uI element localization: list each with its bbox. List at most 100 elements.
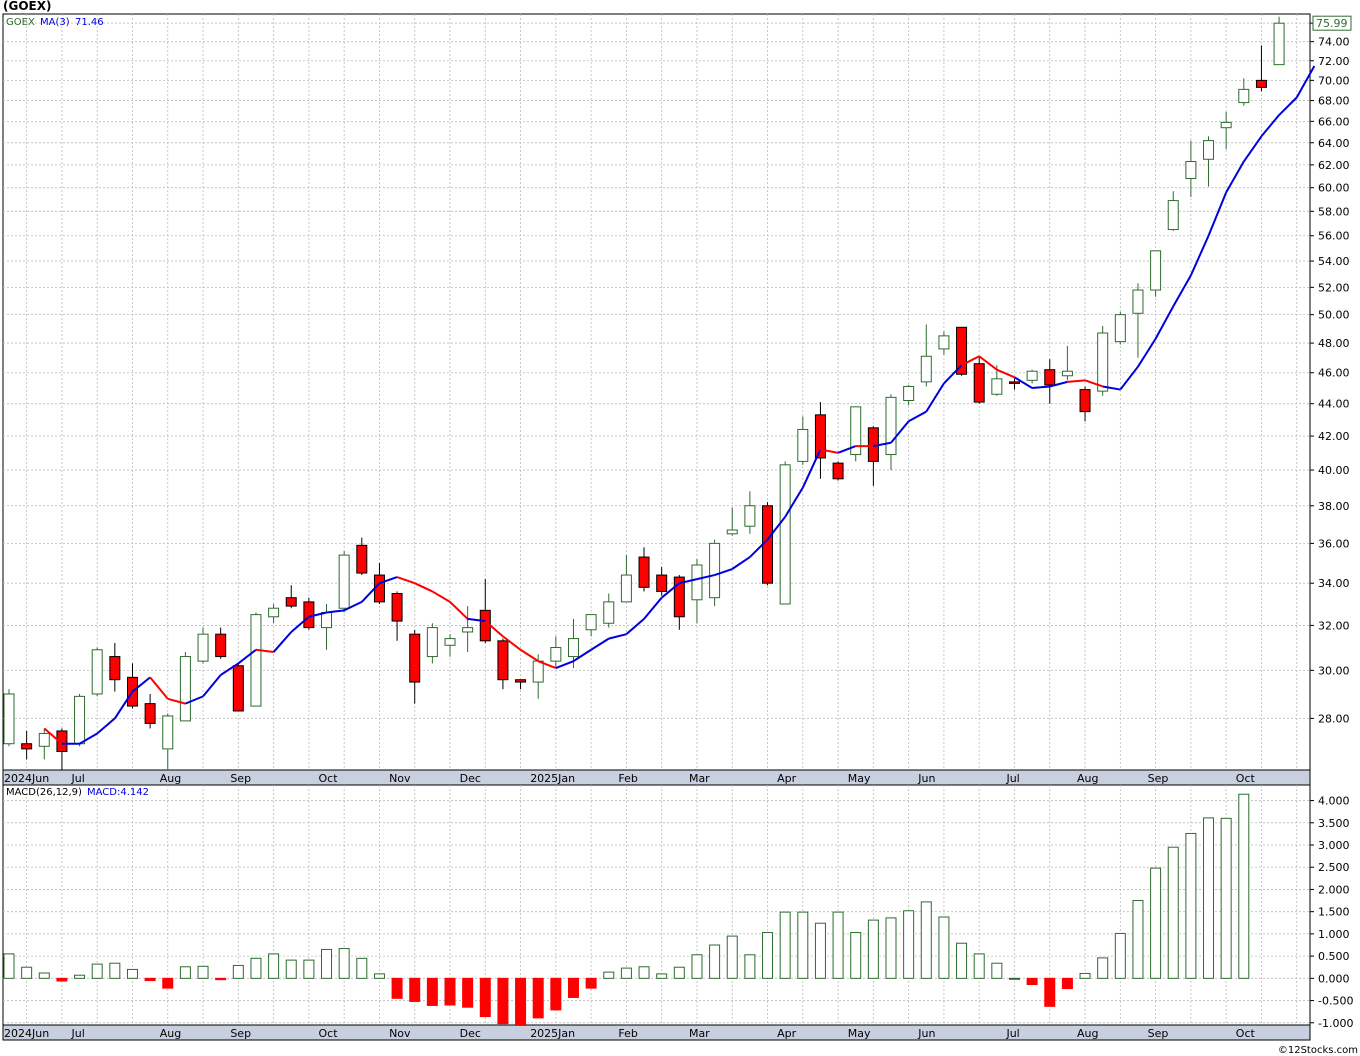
macd-bar xyxy=(550,977,562,1011)
ma-line-segment xyxy=(837,445,857,454)
candle-body xyxy=(850,406,862,456)
price-y-tick-label: 42.00 xyxy=(1318,430,1350,443)
price-y-tick-label: 54.00 xyxy=(1318,255,1350,268)
macd-bar xyxy=(497,977,509,1025)
candle-body xyxy=(215,633,227,658)
macd-bar xyxy=(373,973,385,979)
candle-body xyxy=(567,638,579,658)
ma-line-segment xyxy=(379,576,398,585)
candle-body xyxy=(1114,314,1126,343)
ma-line-segment xyxy=(167,697,186,705)
candle-body xyxy=(38,732,50,747)
macd-x-label: Nov xyxy=(389,1027,411,1040)
candle-body xyxy=(497,640,509,681)
ma-line-segment xyxy=(502,635,522,651)
ma-line-segment xyxy=(43,727,63,745)
macd-bar xyxy=(797,911,809,979)
price-x-label: Feb xyxy=(618,772,637,785)
macd-bar xyxy=(956,942,968,979)
ma-line-segment xyxy=(1207,191,1228,237)
price-y-tick-label: 66.00 xyxy=(1318,115,1350,128)
candle-body xyxy=(832,462,844,480)
macd-bar xyxy=(1132,900,1144,979)
price-y-tick-label: 70.00 xyxy=(1318,74,1350,87)
macd-bar xyxy=(1044,977,1056,1007)
macd-y-tick-label: -1.000 xyxy=(1318,1017,1353,1030)
candle-body xyxy=(1097,332,1109,392)
candle-body xyxy=(550,647,562,662)
macd-bar xyxy=(867,919,879,979)
macd-bar xyxy=(321,948,333,979)
macd-x-label: Jul xyxy=(1005,1027,1019,1040)
ma-line-segment xyxy=(149,676,169,700)
macd-bar xyxy=(409,977,421,1002)
macd-bar xyxy=(973,953,985,979)
candle-body xyxy=(109,656,121,681)
ma-line-segment xyxy=(1049,380,1068,388)
ma-line-segment xyxy=(943,364,963,385)
macd-bar xyxy=(162,977,174,989)
macd-bar xyxy=(938,916,950,979)
candle-body xyxy=(21,743,33,750)
price-y-tick-label: 72.00 xyxy=(1318,55,1350,68)
candle-body xyxy=(250,614,262,707)
ma-line-segment xyxy=(1260,114,1280,137)
candle-body xyxy=(479,609,491,642)
price-x-label: Dec xyxy=(460,772,481,785)
macd-bar xyxy=(567,977,579,998)
macd-bar xyxy=(762,932,774,979)
macd-bar xyxy=(126,968,138,979)
price-y-tick-label: 64.00 xyxy=(1318,137,1350,150)
candle-body xyxy=(515,679,527,683)
ma-line-segment xyxy=(820,448,839,454)
ma-line-segment xyxy=(343,600,363,612)
ma-line-segment xyxy=(996,368,1015,379)
macd-x-label: Oct xyxy=(1236,1027,1256,1040)
ma-line-segment xyxy=(555,660,574,669)
macd-bar xyxy=(232,964,244,979)
ma-line-segment xyxy=(714,568,733,577)
macd-bar xyxy=(74,974,86,979)
candle-body xyxy=(303,601,315,629)
candle-body xyxy=(144,703,156,724)
ma-line-segment xyxy=(572,648,592,662)
candle-body xyxy=(1132,289,1144,314)
price-x-label: Mar xyxy=(689,772,710,785)
price-y-tick-label: 74.00 xyxy=(1318,36,1350,49)
ma-line-segment xyxy=(1172,274,1192,307)
price-x-label: Oct xyxy=(319,772,339,785)
macd-bar xyxy=(920,901,932,979)
macd-legend-label: MACD(26,12,9) xyxy=(6,787,82,798)
ma-line-segment xyxy=(679,578,698,585)
ma-line-segment xyxy=(1137,338,1157,368)
ma-line-segment xyxy=(1295,65,1316,98)
price-y-tick-label: 50.00 xyxy=(1318,309,1350,322)
candle-body xyxy=(462,627,474,633)
candle-body xyxy=(797,428,809,462)
ma-line-segment xyxy=(131,676,151,693)
macd-bar xyxy=(620,967,632,979)
candle-body xyxy=(1079,389,1091,413)
price-y-tick-label: 58.00 xyxy=(1318,205,1350,218)
ma-line-segment xyxy=(396,576,416,585)
macd-x-label: Feb xyxy=(618,1027,637,1040)
candle-body xyxy=(691,564,703,601)
ma-line-segment xyxy=(766,516,786,541)
candle-body xyxy=(656,574,668,592)
macd-bar xyxy=(744,954,756,979)
ma-line-segment xyxy=(467,617,486,623)
ma-line-segment xyxy=(1067,379,1086,383)
macd-bar xyxy=(709,944,721,979)
ma-line-segment xyxy=(272,631,292,653)
candle-body xyxy=(1255,79,1267,88)
candle-body xyxy=(1220,121,1232,129)
candle-body xyxy=(197,633,209,662)
macd-x-label: 2024Jun xyxy=(4,1027,49,1040)
macd-panel xyxy=(2,784,1311,1026)
last-price-label: 75.99 xyxy=(1316,17,1348,30)
macd-bar xyxy=(814,922,826,979)
macd-bar xyxy=(850,932,862,979)
macd-x-label: Sep xyxy=(230,1027,251,1040)
macd-bar xyxy=(1167,846,1179,979)
